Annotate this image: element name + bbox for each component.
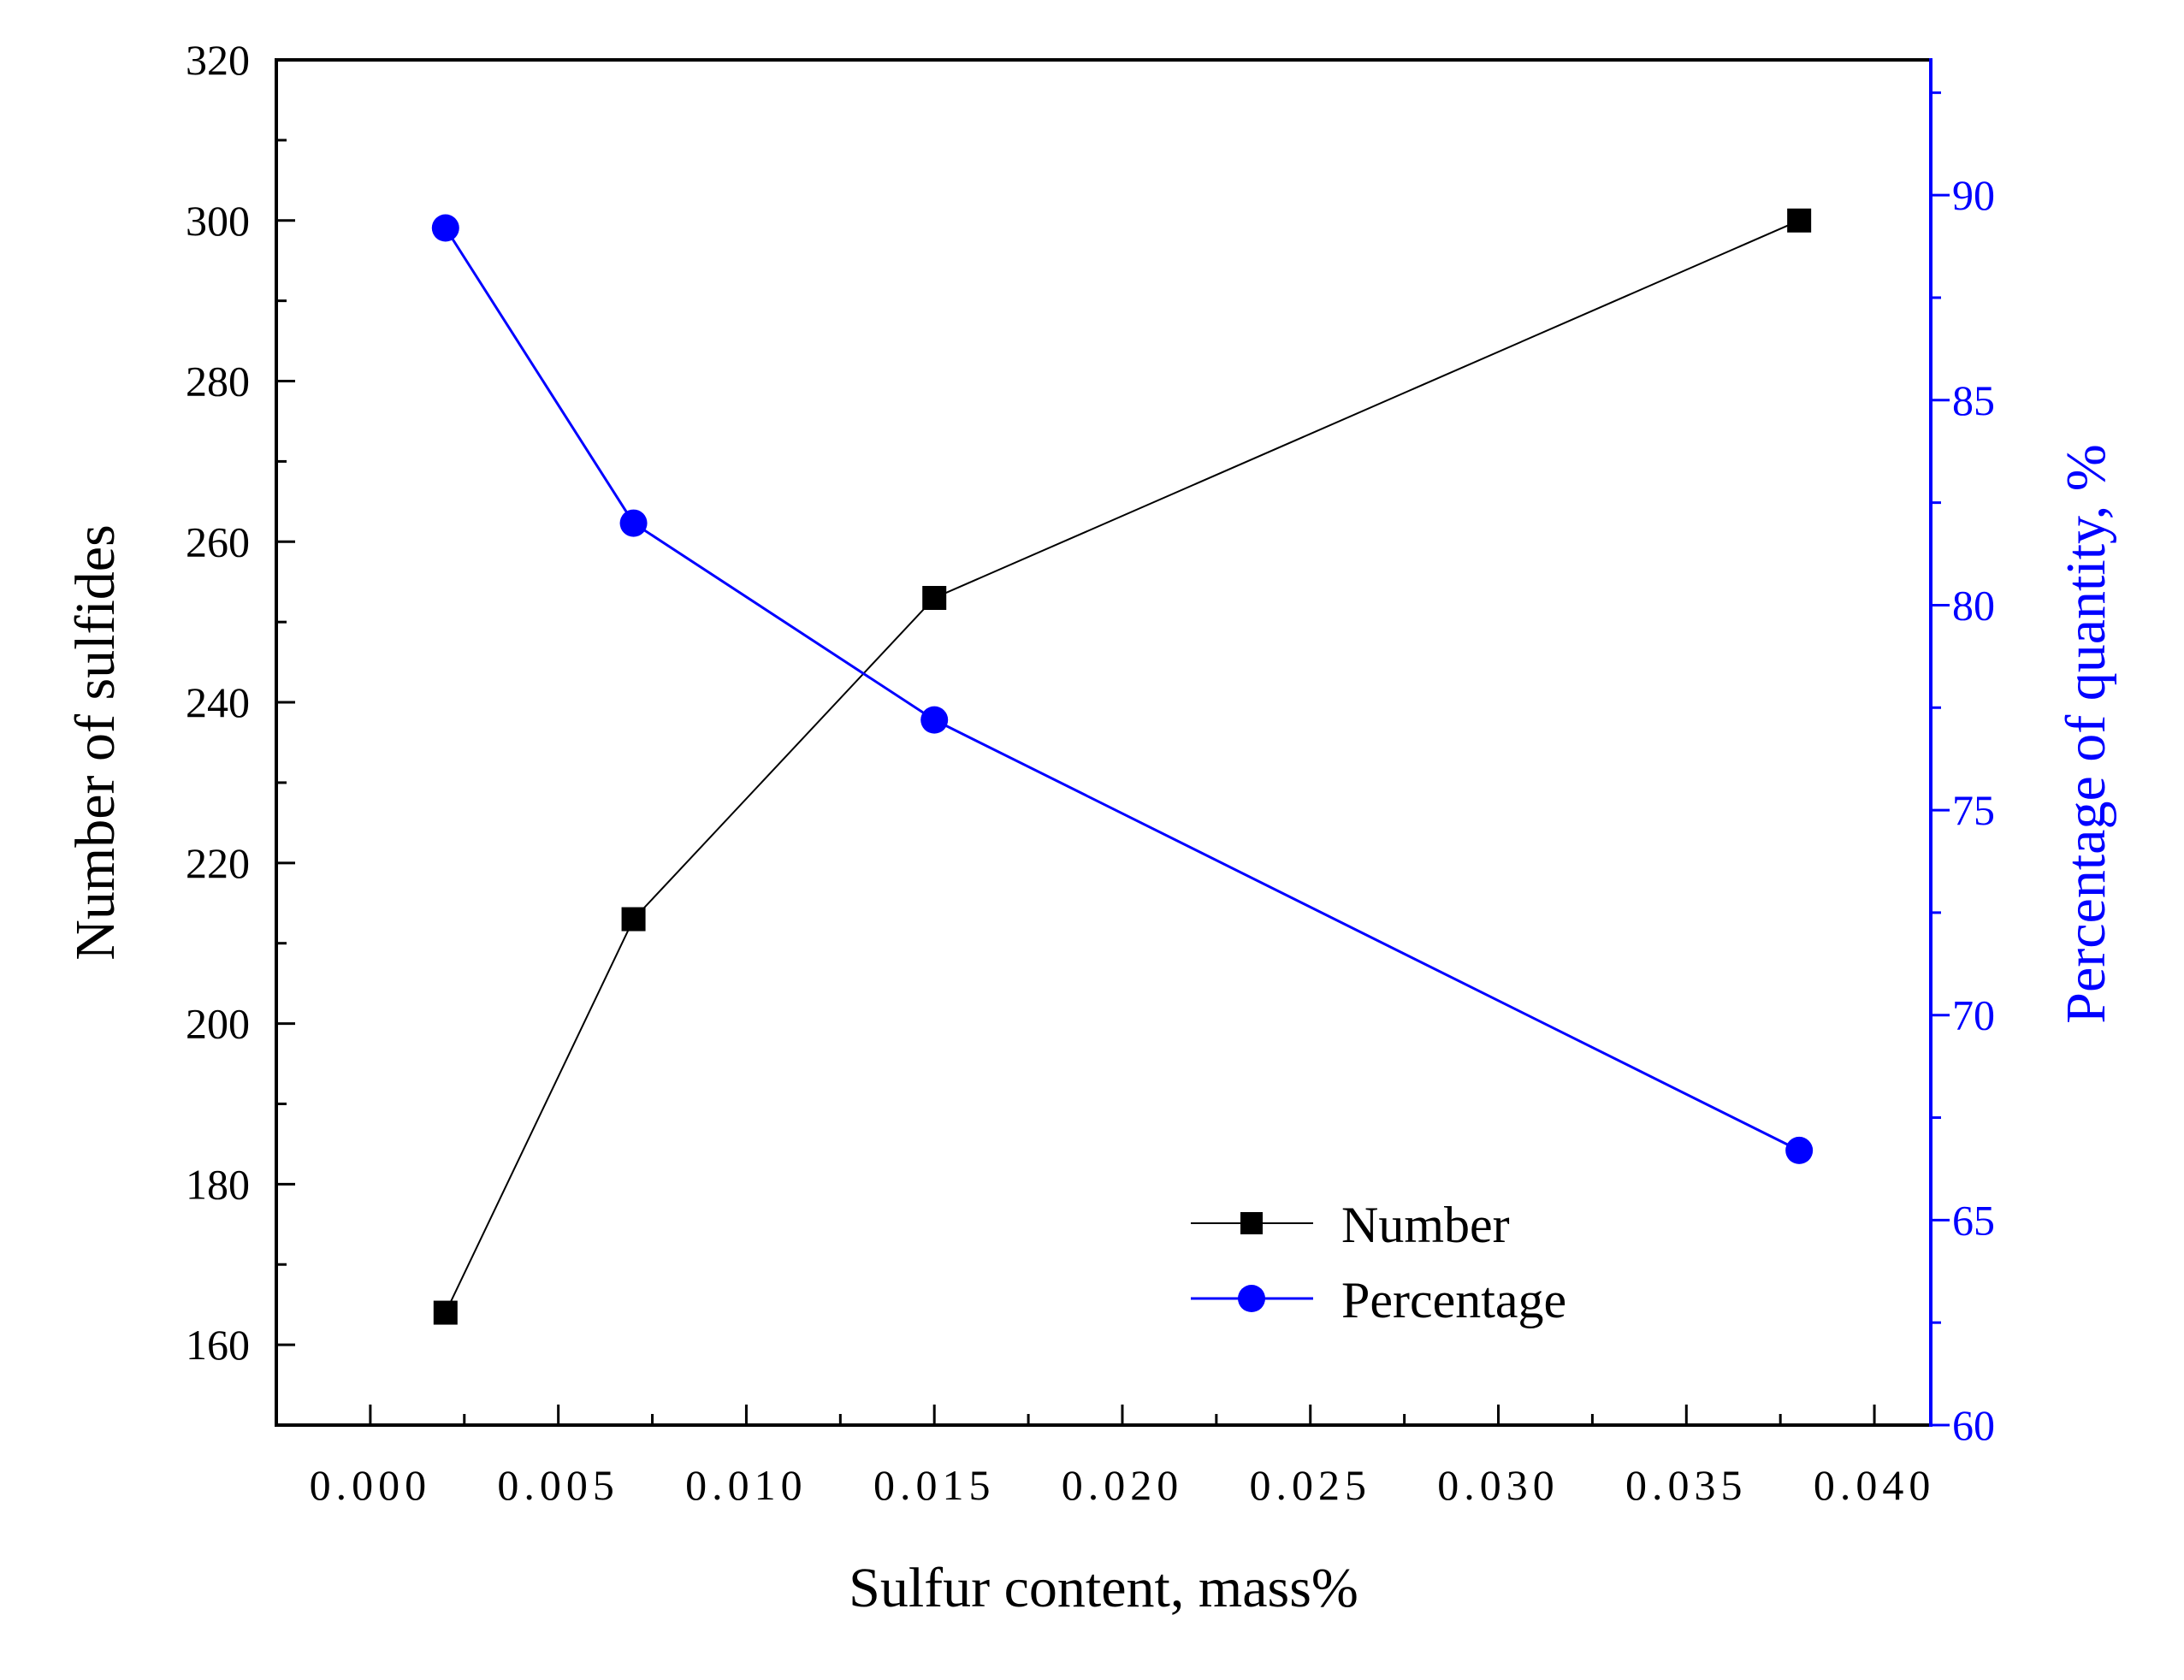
data-point-percentage [431, 214, 459, 242]
x-tick-label: 0.005 [497, 1461, 619, 1509]
y-left-tick-label: 180 [186, 1160, 250, 1208]
x-tick-label: 0.035 [1625, 1461, 1748, 1509]
data-point-percentage [1785, 1136, 1814, 1164]
y-left-tick-label: 220 [186, 839, 250, 887]
x-tick-label: 0.025 [1250, 1461, 1372, 1509]
y-left-tick-label: 280 [186, 358, 250, 405]
y-left-tick-label: 260 [186, 518, 250, 565]
legend-marker-number [1240, 1212, 1263, 1234]
y-right-tick-label: 85 [1952, 376, 1995, 424]
data-point-number [433, 1300, 458, 1325]
tick-labels: 0.000 0.005 0.010 0.015 0.020 0.025 0.030 0.035… [186, 36, 1995, 1509]
data-point-percentage [619, 509, 648, 537]
y-right-tick-label: 60 [1952, 1401, 1995, 1449]
data-point-number [922, 586, 947, 611]
legend-label-number: Number [1341, 1197, 1510, 1253]
right-axis-title: Percentage of quantity, % [2055, 444, 2117, 1023]
data-point-percentage [920, 706, 949, 734]
x-tick-label: 0.040 [1814, 1461, 1936, 1509]
legend: Number Percentage [1191, 1197, 1566, 1328]
x-tick-label: 0.030 [1437, 1461, 1560, 1509]
x-axis-title: Sulfur content, mass% [849, 1557, 1358, 1619]
y-right-tick-label: 80 [1952, 581, 1995, 629]
x-tick-label: 0.010 [685, 1461, 808, 1509]
series-line-percentage [444, 227, 1800, 1152]
y-left-tick-label: 200 [186, 1000, 250, 1048]
series-line-number [444, 219, 1800, 1314]
y-right-tick-label: 90 [1952, 171, 1995, 219]
left-axis-title: Number of sulfides [64, 524, 127, 961]
y-left-tick-label: 300 [186, 197, 250, 245]
data-point-number [621, 907, 646, 932]
data-point-number [1787, 208, 1812, 233]
x-tick-label: 0.000 [310, 1461, 432, 1509]
legend-marker-percentage [1238, 1285, 1265, 1312]
legend-label-percentage: Percentage [1341, 1272, 1566, 1328]
y-left-tick-label: 160 [186, 1321, 250, 1369]
x-tick-label: 0.020 [1062, 1461, 1184, 1509]
x-tick-label: 0.015 [873, 1461, 996, 1509]
y-left-tick-label: 320 [186, 36, 250, 84]
y-right-tick-label: 70 [1952, 991, 1995, 1039]
series-layer [431, 208, 1814, 1325]
y-left-tick-label: 240 [186, 678, 250, 726]
y-right-tick-label: 75 [1952, 786, 1995, 834]
y-right-tick-label: 65 [1952, 1196, 1995, 1244]
